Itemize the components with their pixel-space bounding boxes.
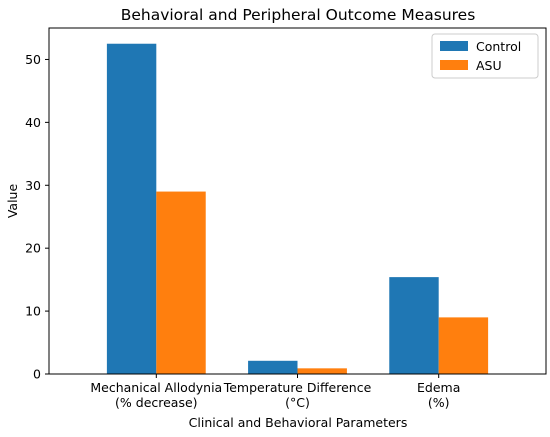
y-tick-label: 10 — [25, 304, 41, 319]
legend: Control ASU — [431, 33, 539, 79]
bar-asu-1 — [297, 368, 347, 374]
y-axis: 0 10 20 30 40 50 — [25, 52, 49, 382]
bar-control-1 — [248, 360, 298, 374]
x-tick-label: (% decrease) — [115, 395, 198, 410]
bar-control-2 — [389, 277, 439, 374]
x-tick-label: Mechanical Allodynia — [90, 380, 222, 395]
x-tick-label: (°C) — [285, 395, 310, 410]
y-tick-label: 0 — [33, 367, 41, 382]
bar-asu-0 — [156, 191, 206, 374]
y-tick-label: 50 — [25, 52, 41, 67]
y-tick-label: 20 — [25, 241, 41, 256]
legend-label-asu: ASU — [476, 58, 502, 73]
plot-area — [106, 43, 489, 375]
x-axis-label: Clinical and Behavioral Parameters — [189, 415, 408, 430]
x-tick-label: (%) — [428, 395, 450, 410]
x-tick-label: Edema — [417, 380, 460, 395]
chart-title: Behavioral and Peripheral Outcome Measur… — [121, 6, 476, 24]
x-axis: Mechanical Allodynia(% decrease) Temperat… — [90, 374, 460, 410]
bar-control-0 — [106, 43, 157, 375]
legend-swatch-control — [440, 41, 468, 51]
legend-label-control: Control — [476, 39, 521, 54]
bar-asu-2 — [438, 317, 489, 374]
y-axis-label: Value — [5, 184, 20, 219]
legend-swatch-asu — [440, 60, 468, 70]
y-tick-label: 40 — [25, 115, 41, 130]
x-tick-label: Temperature Difference — [223, 380, 372, 395]
y-tick-label: 30 — [25, 178, 41, 193]
